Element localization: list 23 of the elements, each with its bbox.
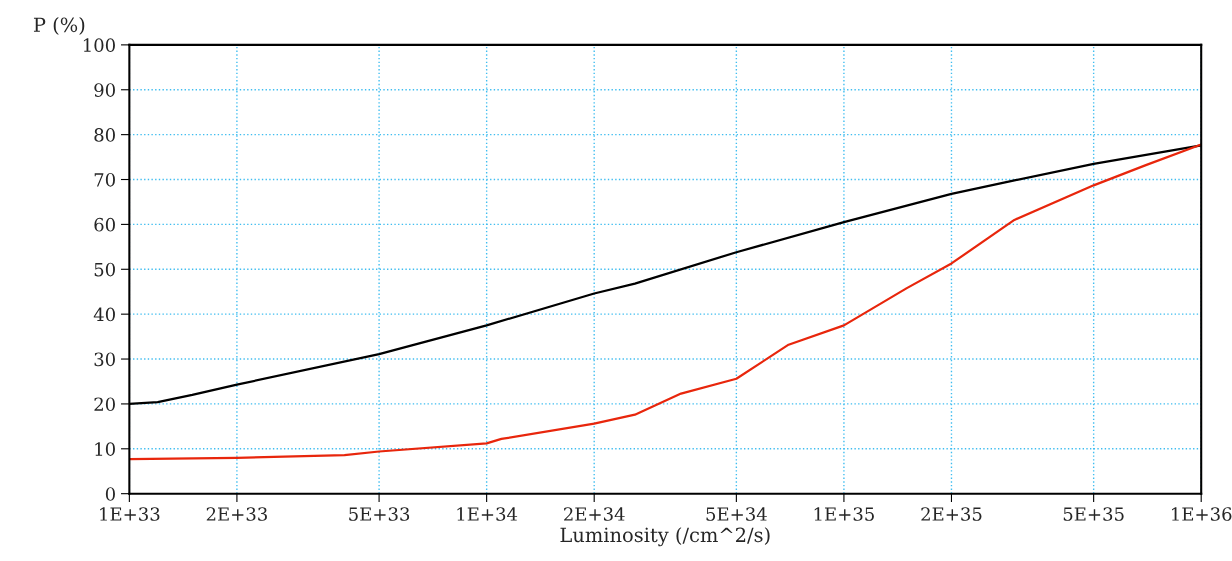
x-tick-label: 2E+35 <box>921 507 982 521</box>
y-tick-label: 20 <box>94 397 115 412</box>
x-tick-label: 5E+33 <box>349 507 410 521</box>
y-tick-label: 30 <box>94 352 115 367</box>
y-tick-label: 10 <box>95 442 115 456</box>
x-tick-label: 1E+34 <box>457 507 518 521</box>
x-axis-title: Luminosity (/cm^2/s) <box>560 527 770 547</box>
x-tick-label: 5E+35 <box>1063 507 1124 521</box>
y-tick-label: 80 <box>94 128 115 142</box>
y-tick-label: 0 <box>105 487 115 501</box>
y-tick-label: 70 <box>94 172 115 187</box>
x-tick-label: 1E+33 <box>100 507 160 521</box>
y-tick-label: 40 <box>93 307 115 322</box>
x-tick-label: 1E+36 <box>1172 507 1232 521</box>
x-tick-label: 2E+33 <box>206 507 267 521</box>
y-tick-label: 50 <box>94 262 115 277</box>
y-tick-label: 60 <box>94 217 115 232</box>
x-tick-label: 2E+34 <box>564 507 625 521</box>
y-tick-label: 90 <box>94 83 115 97</box>
y-tick-label: 100 <box>83 38 115 52</box>
x-tick-label: 5E+34 <box>706 507 767 521</box>
y-axis-title: P (%) <box>33 17 85 35</box>
x-tick-label: 1E+35 <box>814 507 874 521</box>
